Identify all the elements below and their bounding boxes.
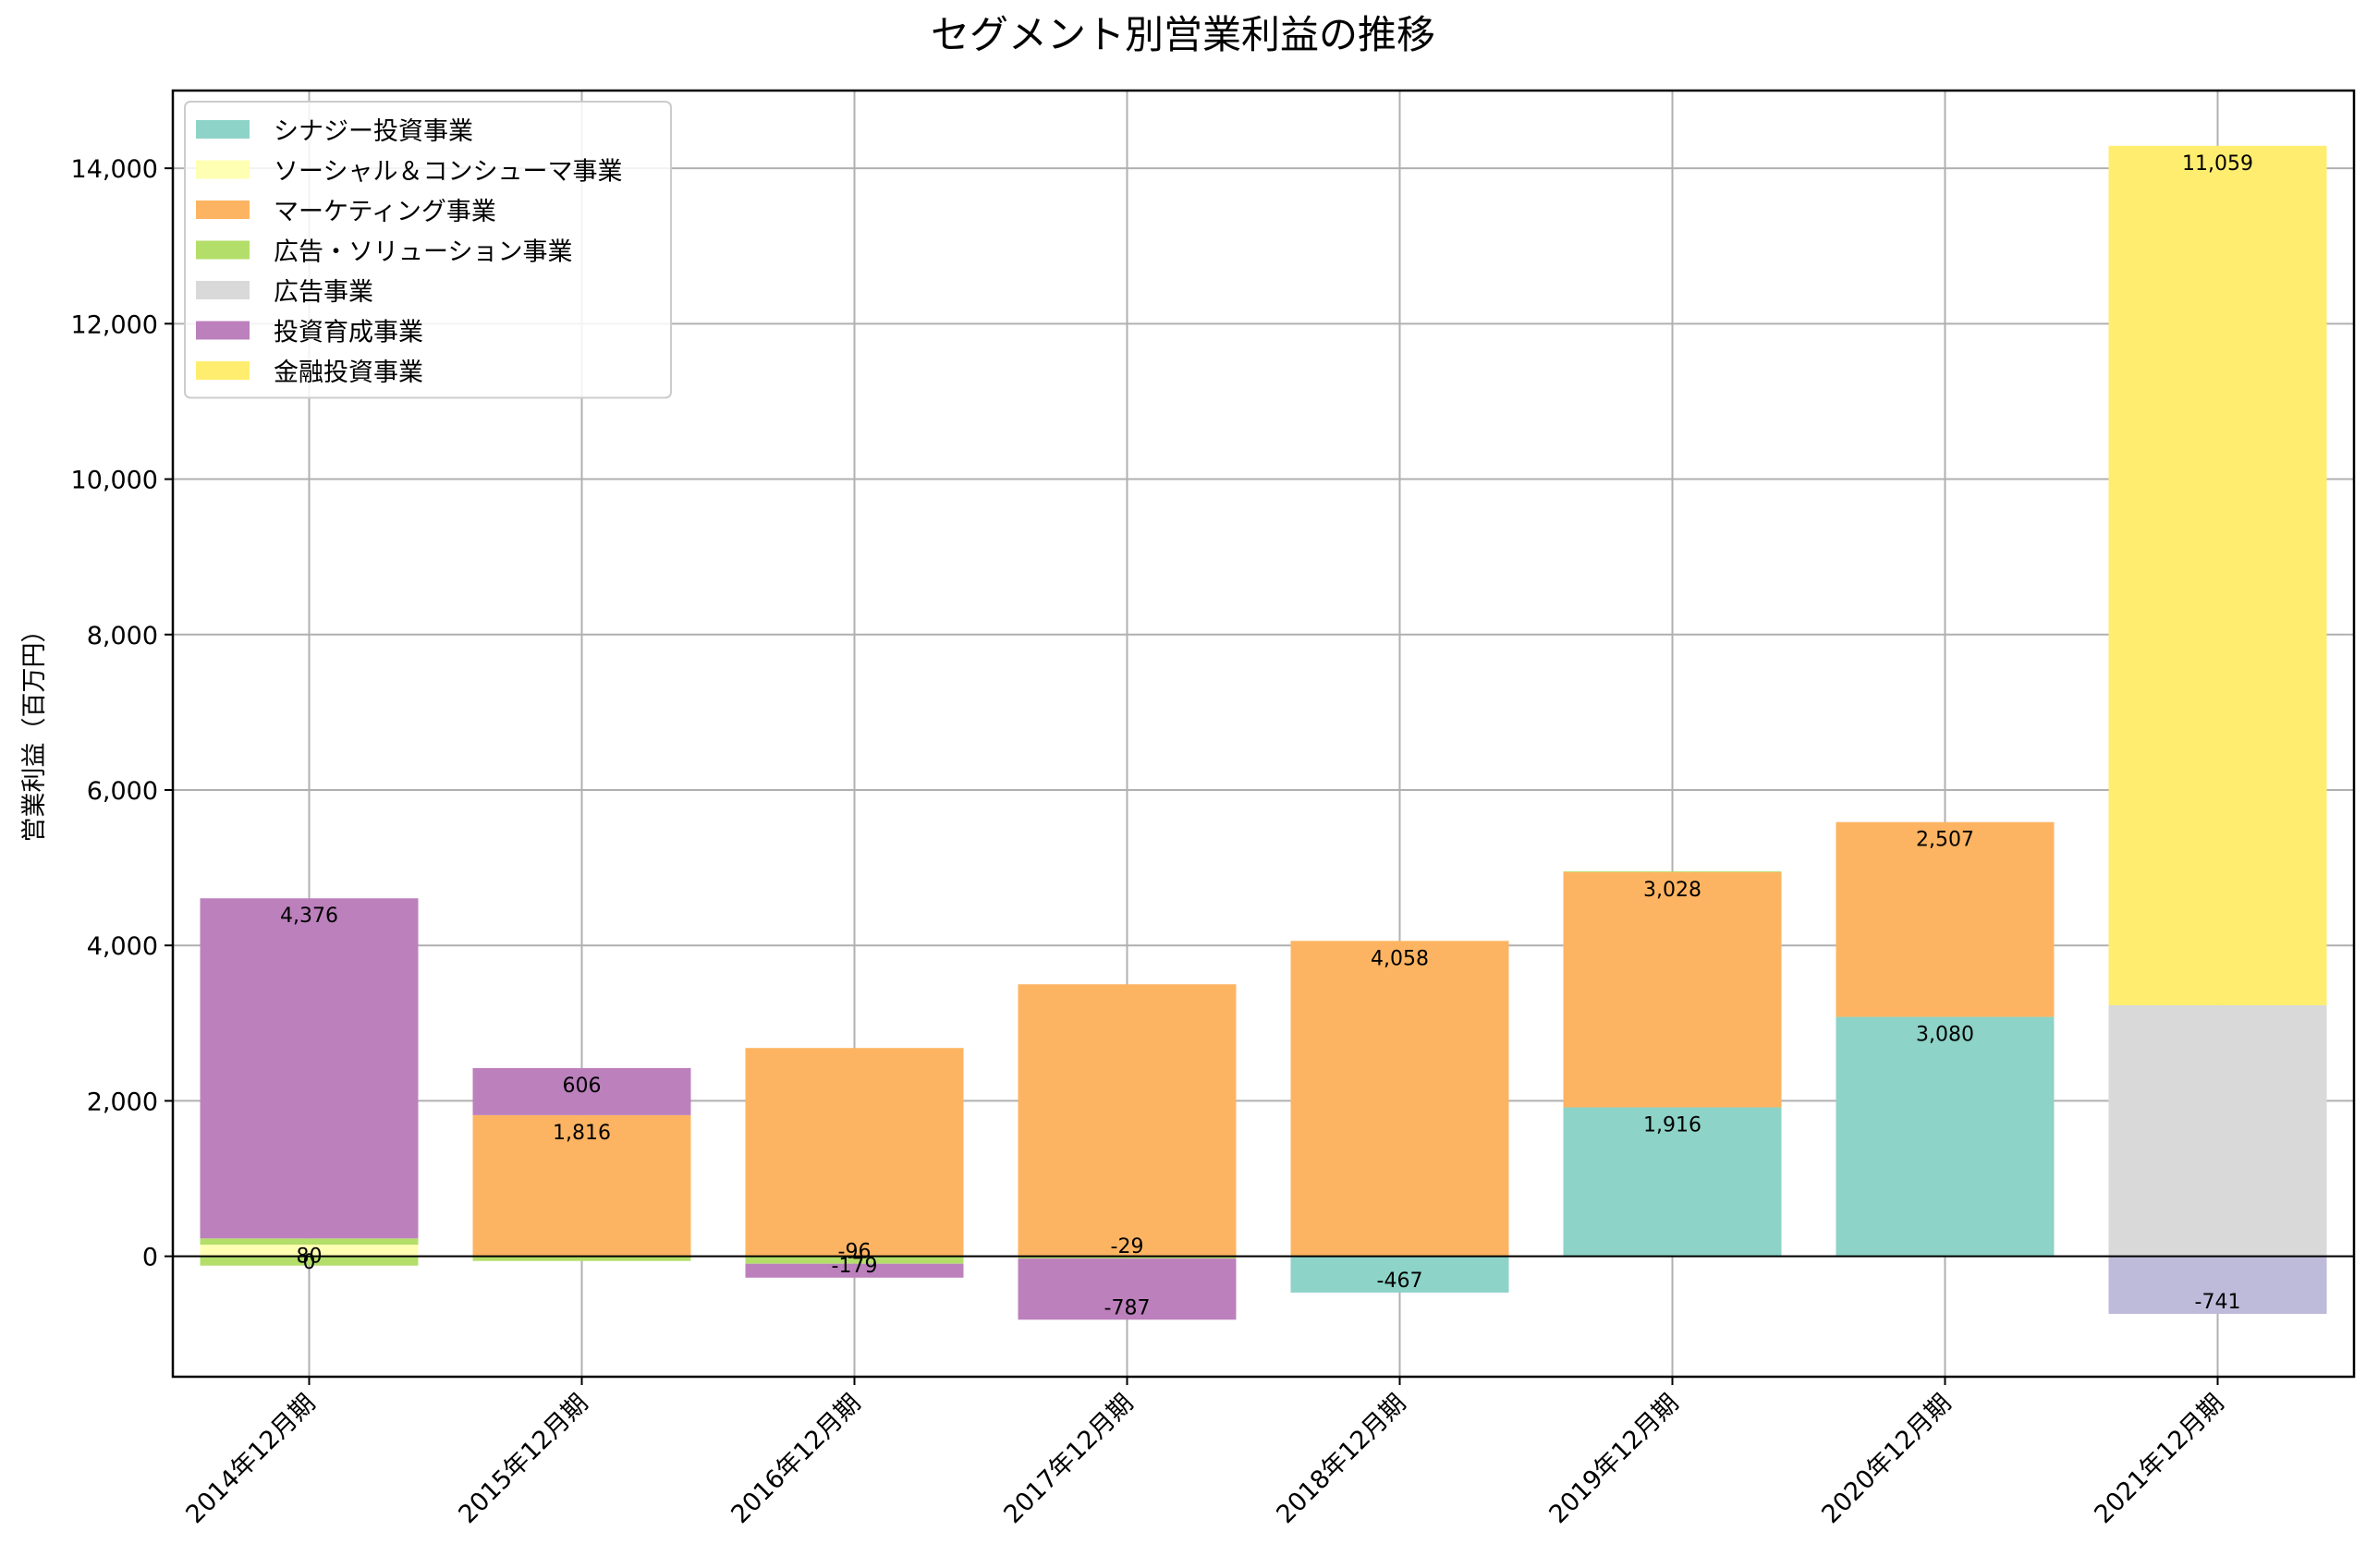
bar-segment bbox=[2108, 1004, 2327, 1257]
bar-value-label: 3,028 bbox=[1643, 879, 1701, 902]
y-tick-label: 4,000 bbox=[87, 932, 158, 961]
bar-value-label: -96 bbox=[838, 1241, 872, 1264]
y-tick-label: 8,000 bbox=[87, 622, 158, 650]
x-tick-label: 2018年12月期 bbox=[1271, 1389, 1411, 1529]
bar-value-label: 80 bbox=[297, 1245, 323, 1268]
bar-value-label: -29 bbox=[1111, 1235, 1144, 1258]
x-tick-label: 2017年12月期 bbox=[998, 1389, 1139, 1529]
bar-segment bbox=[472, 1256, 691, 1261]
bar-value-label: 2,507 bbox=[1916, 829, 1974, 852]
legend-label: 投資育成事業 bbox=[274, 319, 423, 347]
plot-area: 4,3768006061,816-179-96-787-294,058-4673… bbox=[71, 89, 2356, 1529]
bar-segment bbox=[1563, 871, 1782, 1108]
legend-label: マーケティング事業 bbox=[274, 198, 496, 226]
bar-segment bbox=[1563, 870, 1782, 872]
x-tick-label: 2014年12月期 bbox=[180, 1389, 321, 1529]
bar-segment bbox=[1563, 1107, 1782, 1257]
x-tick-label: 2020年12月期 bbox=[1816, 1389, 1957, 1529]
bar-segment bbox=[1018, 1256, 1237, 1259]
bar-segment bbox=[200, 1256, 419, 1266]
legend-swatch bbox=[196, 281, 250, 299]
chart-title: セグメント別営業利益の推移 bbox=[931, 12, 1435, 57]
bar-value-label: 1,816 bbox=[553, 1122, 611, 1145]
bar-segment bbox=[1290, 1256, 1509, 1293]
bar-value-label: -787 bbox=[1104, 1296, 1151, 1319]
bar-segment bbox=[1835, 1016, 2055, 1257]
legend bbox=[184, 101, 672, 399]
legend-label: 広告事業 bbox=[274, 278, 373, 307]
x-tick-label: 2015年12月期 bbox=[453, 1389, 593, 1529]
bar-segment bbox=[745, 1263, 964, 1278]
bar-value-label: -741 bbox=[2195, 1291, 2241, 1314]
legend-label: ソーシャル＆コンシューマ事業 bbox=[274, 158, 622, 187]
bar-value-label: 4,058 bbox=[1371, 947, 1429, 970]
bar-segment bbox=[1290, 941, 1509, 1257]
bar-segment bbox=[2108, 145, 2327, 1005]
bar-value-label: -179 bbox=[832, 1255, 878, 1278]
legend-swatch bbox=[196, 120, 250, 139]
bar-segment bbox=[1018, 984, 1237, 1257]
legend-label: シナジー投資事業 bbox=[274, 117, 473, 146]
y-tick-label: 0 bbox=[142, 1244, 158, 1272]
legend-swatch bbox=[196, 240, 250, 260]
bar-segment bbox=[472, 1067, 691, 1115]
bar-value-label: -467 bbox=[1377, 1270, 1423, 1293]
x-tick-label: 2019年12月期 bbox=[1543, 1389, 1684, 1529]
bar-value-label: 11,059 bbox=[2182, 152, 2253, 176]
bar-value-label: 606 bbox=[563, 1075, 602, 1098]
bar-value-label: 1,916 bbox=[1643, 1113, 1701, 1136]
bar-value-label: 3,080 bbox=[1916, 1024, 1974, 1047]
y-axis-label: 営業利益（百万円） bbox=[20, 618, 49, 843]
bar-segment bbox=[200, 898, 419, 1239]
y-tick-label: 14,000 bbox=[71, 155, 158, 184]
bar-value-label: 4,376 bbox=[280, 905, 338, 928]
bar-segment bbox=[745, 1256, 964, 1264]
x-tick-label: 2021年12月期 bbox=[2089, 1389, 2229, 1529]
bar-segment bbox=[1835, 821, 2055, 1017]
legend-swatch bbox=[196, 361, 250, 380]
plot-frame bbox=[171, 89, 2356, 1379]
bar-segment bbox=[1018, 1258, 1237, 1320]
y-tick-label: 12,000 bbox=[71, 310, 158, 339]
legend-label: 金融投資事業 bbox=[274, 359, 423, 387]
legend-label: 広告・ソリューション事業 bbox=[274, 238, 572, 267]
bar-value-label: 0 bbox=[303, 1251, 316, 1274]
bar-segment bbox=[200, 1238, 419, 1246]
bar-segment bbox=[2108, 1256, 2327, 1314]
y-tick-label: 6,000 bbox=[87, 777, 158, 806]
bar-segment bbox=[200, 1245, 419, 1257]
y-tick-label: 10,000 bbox=[71, 467, 158, 495]
x-tick-label: 2016年12月期 bbox=[726, 1389, 866, 1529]
bar-segment bbox=[472, 1114, 691, 1257]
bar-segment bbox=[745, 1048, 964, 1257]
legend-swatch bbox=[196, 321, 250, 340]
legend-swatch bbox=[196, 160, 250, 179]
legend-swatch bbox=[196, 201, 250, 219]
y-tick-label: 2,000 bbox=[87, 1088, 158, 1116]
